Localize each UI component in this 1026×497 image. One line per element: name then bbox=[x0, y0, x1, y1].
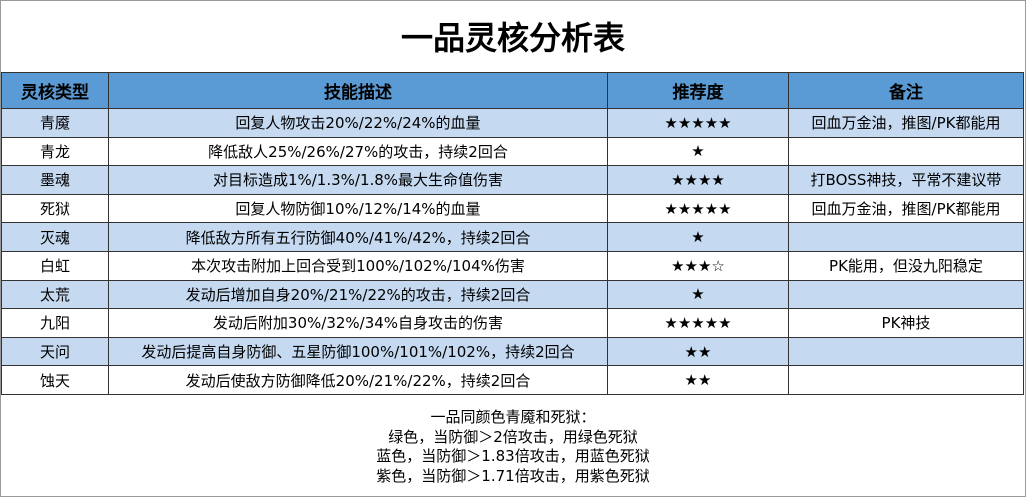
column-header: 技能描述 bbox=[108, 72, 608, 109]
table-cell: 白虹 bbox=[1, 250, 109, 281]
table-row: 太荒 发动后增加自身20%/21%/22%的攻击，持续2回合 ★ bbox=[1, 279, 1024, 310]
table: 灵核类型 技能描述 推荐度 备注 青魇 回复人物攻击20%/22%/24%的血量 ★★★★… bbox=[1, 72, 1024, 395]
table-cell: PK神技 bbox=[788, 308, 1024, 338]
table-row: 墨魂 对目标造成1%/1.3%/1.8%最大生命值伤害 ★★★★ 打BOSS神技，平常… bbox=[1, 165, 1024, 195]
table-cell: 发动后提高自身防御、五星防御100%/101%/102%，持续2回合 bbox=[108, 336, 608, 367]
note-line: 一品同颜色青魇和死狱： bbox=[430, 408, 596, 426]
table-cell: ★★★☆ bbox=[607, 250, 789, 281]
table-body: 青魇 回复人物攻击20%/22%/24%的血量 ★★★★★ 回血万金油，推图/PK都能… bbox=[1, 108, 1024, 395]
table-row: 白虹 本次攻击附加上回合受到100%/102%/104%伤害 ★★★☆ PK能用，但没… bbox=[1, 250, 1024, 281]
column-header: 备注 bbox=[788, 72, 1024, 109]
table-cell: 九阳 bbox=[1, 308, 109, 338]
table-cell: ★★★★★ bbox=[607, 308, 789, 338]
table-cell: 青龙 bbox=[1, 136, 109, 167]
table-row: 蚀天 发动后使敌方防御降低20%/21%/22%，持续2回合 ★★ bbox=[1, 365, 1024, 395]
table-cell: 回复人物攻击20%/22%/24%的血量 bbox=[108, 108, 608, 138]
title: 一品灵核分析表 bbox=[400, 19, 625, 57]
table-cell: ★★★★★ bbox=[607, 108, 789, 138]
table-cell bbox=[788, 336, 1024, 367]
table-cell: ★ bbox=[607, 136, 789, 167]
table-cell: 发动后附加30%/32%/34%自身攻击的伤害 bbox=[108, 308, 608, 338]
note-line: 蓝色，当防御＞1.83倍攻击，用蓝色死狱 bbox=[376, 447, 650, 465]
table-row: 青魇 回复人物攻击20%/22%/24%的血量 ★★★★★ 回血万金油，推图/PK都能… bbox=[1, 108, 1024, 138]
table-cell: 青魇 bbox=[1, 108, 109, 138]
table-cell: ★★ bbox=[607, 336, 789, 367]
header-row: 灵核类型 技能描述 推荐度 备注 bbox=[1, 72, 1024, 109]
table-cell bbox=[788, 365, 1024, 395]
table-row: 青龙 降低敌人25%/26%/27%的攻击，持续2回合 ★ bbox=[1, 136, 1024, 167]
table-cell: 灭魂 bbox=[1, 222, 109, 252]
table-cell: 回复人物防御10%/12%/14%的血量 bbox=[108, 193, 608, 224]
table-row: 死狱 回复人物防御10%/12%/14%的血量 ★★★★★ 回血万金油，推图/PK都能… bbox=[1, 193, 1024, 224]
table-cell: 太荒 bbox=[1, 279, 109, 310]
note-line: 紫色，当防御＞1.71倍攻击，用紫色死狱 bbox=[376, 466, 650, 485]
table-cell: 天问 bbox=[1, 336, 109, 367]
table-cell: 回血万金油，推图/PK都能用 bbox=[788, 108, 1024, 138]
table-cell: ★★ bbox=[607, 365, 789, 395]
table-cell: 死狱 bbox=[1, 193, 109, 224]
notes: 一品同颜色青魇和死狱： 绿色，当防御＞2倍攻击，用绿色死狱 蓝色，当防御＞1.83倍… bbox=[0, 408, 1026, 486]
table-cell: 对目标造成1%/1.3%/1.8%最大生命值伤害 bbox=[108, 165, 608, 195]
table-cell bbox=[788, 222, 1024, 252]
table-cell: 打BOSS神技，平常不建议带 bbox=[788, 165, 1024, 195]
table-row: 灭魂 降低敌方所有五行防御40%/41%/42%，持续2回合 ★ bbox=[1, 222, 1024, 252]
table-cell: ★★★★★ bbox=[607, 193, 789, 224]
table-cell: 降低敌方所有五行防御40%/41%/42%，持续2回合 bbox=[108, 222, 608, 252]
table-cell: 回血万金油，推图/PK都能用 bbox=[788, 193, 1024, 224]
table-row: 天问 发动后提高自身防御、五星防御100%/101%/102%，持续2回合 ★★ bbox=[1, 336, 1024, 367]
column-header: 灵核类型 bbox=[1, 72, 109, 109]
note-line: 绿色，当防御＞2倍攻击，用绿色死狱 bbox=[388, 427, 638, 446]
table-cell bbox=[788, 279, 1024, 310]
table-cell bbox=[788, 136, 1024, 167]
table-cell: 降低敌人25%/26%/27%的攻击，持续2回合 bbox=[108, 136, 608, 167]
column-header: 推荐度 bbox=[607, 72, 789, 109]
table-cell: PK能用，但没九阳稳定 bbox=[788, 250, 1024, 281]
table-cell: 本次攻击附加上回合受到100%/102%/104%伤害 bbox=[108, 250, 608, 281]
table-cell: 发动后使敌方防御降低20%/21%/22%，持续2回合 bbox=[108, 365, 608, 395]
table-cell: ★ bbox=[607, 222, 789, 252]
table-cell: 发动后增加自身20%/21%/22%的攻击，持续2回合 bbox=[108, 279, 608, 310]
table-row: 九阳 发动后附加30%/32%/34%自身攻击的伤害 ★★★★★ PK神技 bbox=[1, 308, 1024, 338]
table-cell: ★★★★ bbox=[607, 165, 789, 195]
table-cell: ★ bbox=[607, 279, 789, 310]
table-cell: 墨魂 bbox=[1, 165, 109, 195]
table-cell: 蚀天 bbox=[1, 365, 109, 395]
